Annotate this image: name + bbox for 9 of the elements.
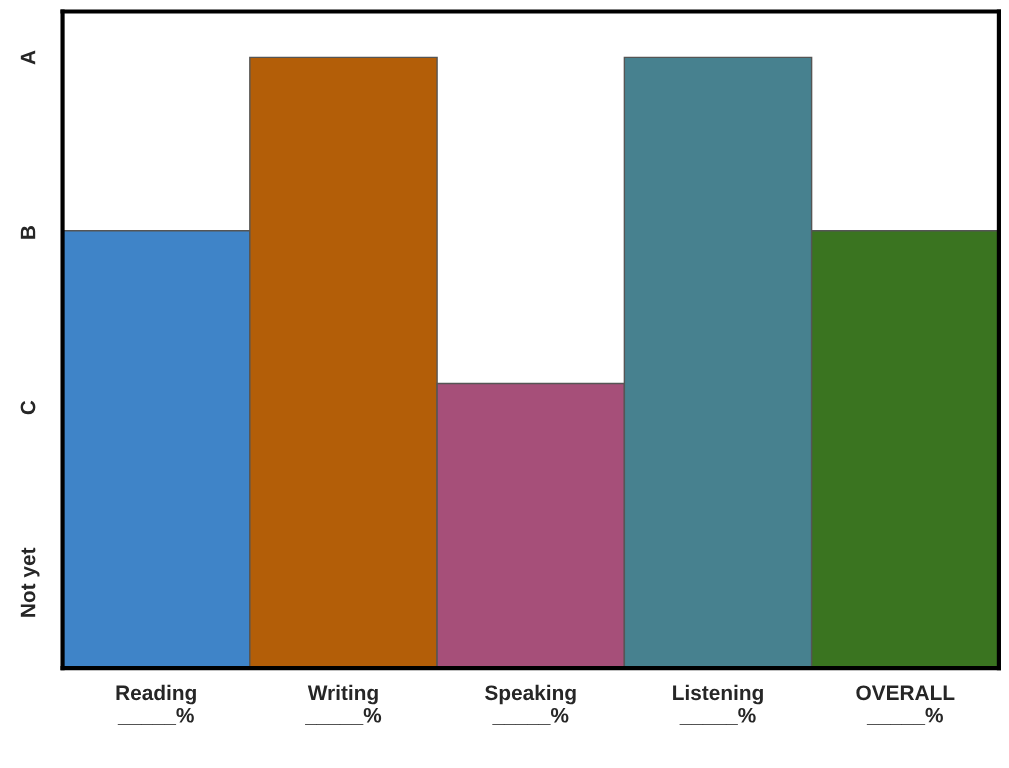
- text: Not yet: [20, 547, 40, 617]
- x-tick-label: Reading _____%: [116, 684, 196, 725]
- text: B: [20, 226, 36, 239]
- x-tick-label: Speaking _____%: [485, 684, 576, 725]
- text: A: [20, 50, 36, 65]
- x-tick-label: Writing _____%: [305, 684, 382, 725]
- text: C: [20, 400, 36, 415]
- x-tick-label: OVERALL _____%: [856, 685, 955, 725]
- x-tick-label: Listening _____%: [673, 684, 763, 725]
